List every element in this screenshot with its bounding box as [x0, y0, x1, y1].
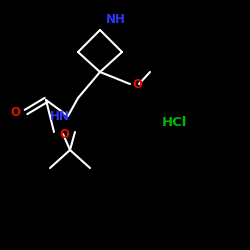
Text: HN: HN	[50, 110, 70, 122]
Text: HCl: HCl	[162, 116, 188, 128]
Text: O: O	[59, 128, 69, 140]
Text: O: O	[10, 106, 20, 118]
Text: NH: NH	[106, 13, 126, 26]
Text: O: O	[132, 78, 142, 90]
